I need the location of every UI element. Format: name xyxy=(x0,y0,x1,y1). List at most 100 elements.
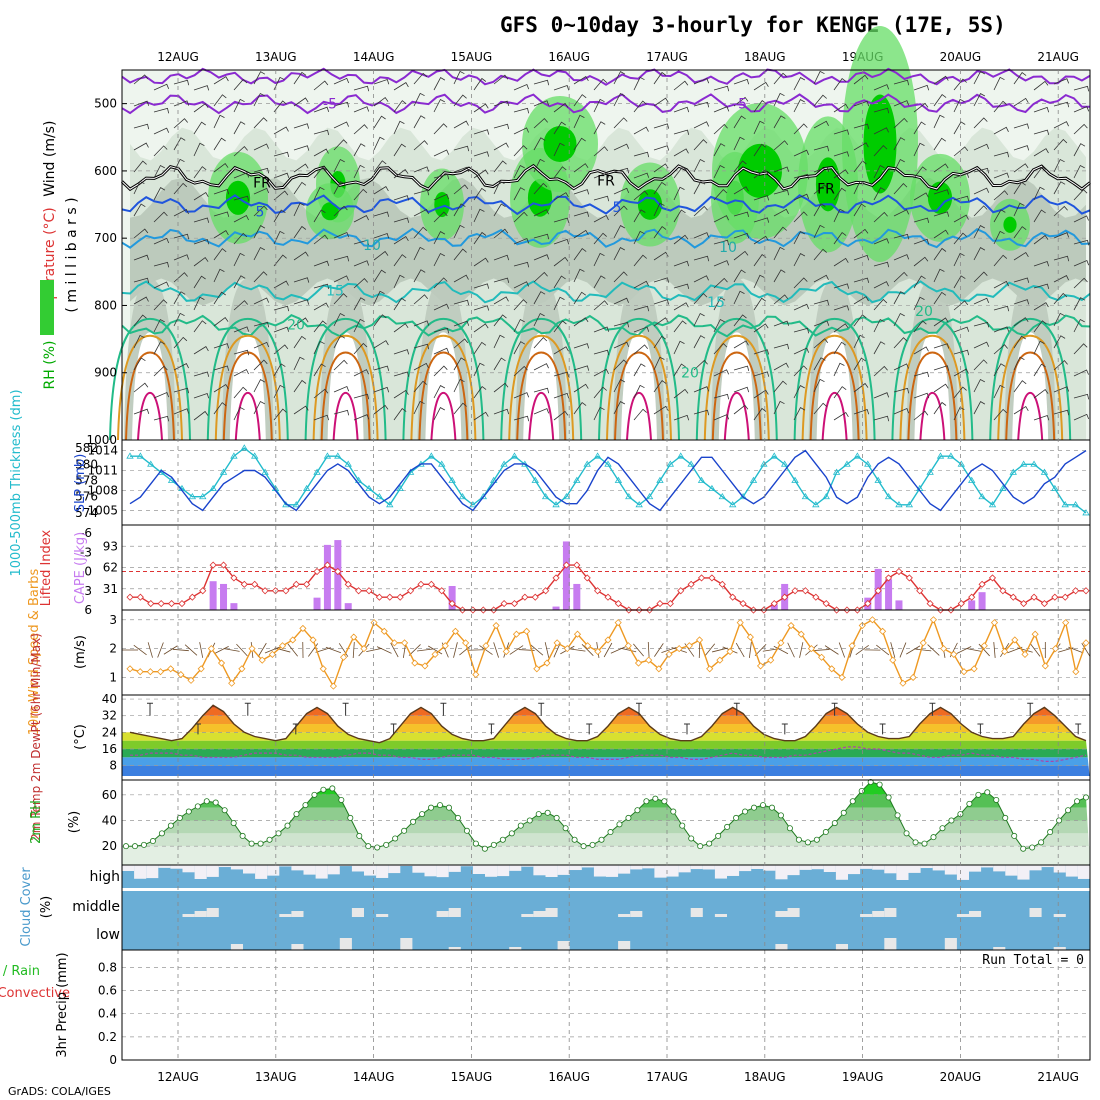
wind-speed-line-point xyxy=(624,642,632,650)
surface-barb xyxy=(978,643,990,657)
wind-barb xyxy=(793,231,806,245)
rh-point xyxy=(356,832,363,839)
wind-barb xyxy=(173,233,190,240)
wind-barb xyxy=(693,293,708,305)
high-cloud-gap xyxy=(279,865,292,867)
wind-speed-line-point xyxy=(167,665,175,673)
wind-barb xyxy=(833,386,847,399)
surface-barb xyxy=(654,643,664,657)
wind-barb xyxy=(413,72,428,85)
wind-barb xyxy=(193,142,205,157)
wind-barb xyxy=(713,123,728,135)
wind-barb xyxy=(653,123,670,129)
wind-barb xyxy=(273,209,286,223)
thickness-line-point xyxy=(760,460,768,467)
mid-cloud-gap xyxy=(521,914,534,917)
wind-barbs xyxy=(133,70,1090,422)
wind-barb xyxy=(253,379,266,393)
wind-barb xyxy=(153,127,170,135)
thickness-line-point xyxy=(136,452,145,459)
wind-barb xyxy=(193,275,206,289)
high-cloud-gap xyxy=(1077,865,1090,879)
wind-barb xyxy=(613,341,630,349)
thickness-line-point xyxy=(562,492,571,500)
li-line-point xyxy=(344,580,352,588)
wind-barb xyxy=(333,101,350,108)
rh-saturated-blob xyxy=(738,143,782,198)
wind-barb xyxy=(693,181,706,195)
high-cloud-gap xyxy=(932,865,945,871)
wind-barb xyxy=(893,291,906,305)
wind-barb xyxy=(153,211,168,223)
high-cloud-gap xyxy=(981,865,994,868)
wind-barb xyxy=(313,209,326,223)
wind-barb xyxy=(633,408,647,421)
wind-barb xyxy=(673,388,689,399)
wind-speed-line-point xyxy=(156,668,165,676)
wind-barb xyxy=(1033,414,1050,421)
cape-tick-label: 62 xyxy=(103,561,118,575)
wind-barb xyxy=(373,386,390,393)
wind-barb xyxy=(873,298,888,311)
wind-barb xyxy=(393,169,409,179)
wind-barb xyxy=(473,231,487,245)
wind-speed-line-point xyxy=(380,627,388,635)
wind-barb xyxy=(953,300,969,311)
wind-barb xyxy=(353,342,368,355)
surface-barb xyxy=(698,641,701,659)
li-line-point xyxy=(604,593,612,601)
precip-tick-label: 0.2 xyxy=(98,1030,117,1044)
min-whisker xyxy=(586,723,593,735)
date-label-bottom: 21AUG xyxy=(1037,1070,1079,1084)
precip-tick-label: 0 xyxy=(109,1053,117,1067)
wind-barb xyxy=(153,187,166,201)
li-line-point xyxy=(188,593,196,601)
wind-barb xyxy=(973,143,990,151)
wind-barb xyxy=(213,188,230,195)
li-line-point xyxy=(417,580,425,588)
pressure-tick-label: 900 xyxy=(94,366,117,380)
temp-band xyxy=(122,707,1090,716)
wind-barb xyxy=(673,166,687,179)
wind-barb xyxy=(393,217,410,223)
wind-speed-line-point xyxy=(929,616,938,624)
wind-barb xyxy=(613,187,630,195)
wind-speed-line-point xyxy=(309,636,317,644)
thickness-line-point xyxy=(240,444,249,451)
li-line-point xyxy=(438,587,446,595)
mid-cloud-gap xyxy=(206,908,219,917)
wind-speed-line-point xyxy=(716,656,724,664)
wind-barb xyxy=(493,296,509,305)
isotherm-20-arch xyxy=(695,317,778,441)
wind-barb xyxy=(993,190,1009,201)
wind-barb xyxy=(693,139,708,151)
wind-barb xyxy=(693,386,710,393)
isotherm-20-arch xyxy=(598,317,680,441)
li-line-point xyxy=(500,600,508,608)
wind-barb xyxy=(293,202,305,217)
wind-barb xyxy=(573,137,586,151)
wind-barb xyxy=(153,107,170,114)
surface-barb xyxy=(172,648,189,652)
wind-barb xyxy=(173,158,185,173)
wind-barb xyxy=(833,169,849,179)
high-cloud-gap xyxy=(339,865,352,867)
wind-barb xyxy=(193,166,207,179)
wind-barb xyxy=(613,205,628,217)
contour-label: FR xyxy=(597,173,615,189)
wind-barb xyxy=(333,335,346,349)
wind-barb xyxy=(433,98,445,113)
wind-barb xyxy=(593,78,608,91)
wind-barb xyxy=(453,224,465,239)
wind-speed-line-point xyxy=(940,645,948,653)
surface-barb xyxy=(264,646,280,654)
wind-barb xyxy=(713,414,730,421)
low-cloud-gap xyxy=(618,941,631,950)
surface-barb xyxy=(184,644,198,656)
wind-barb xyxy=(293,71,307,85)
surface-barb xyxy=(390,642,399,658)
thickness-line-point xyxy=(292,501,300,508)
rh-point xyxy=(724,823,731,830)
wind-barb xyxy=(1073,106,1090,113)
rh-point xyxy=(149,838,156,845)
